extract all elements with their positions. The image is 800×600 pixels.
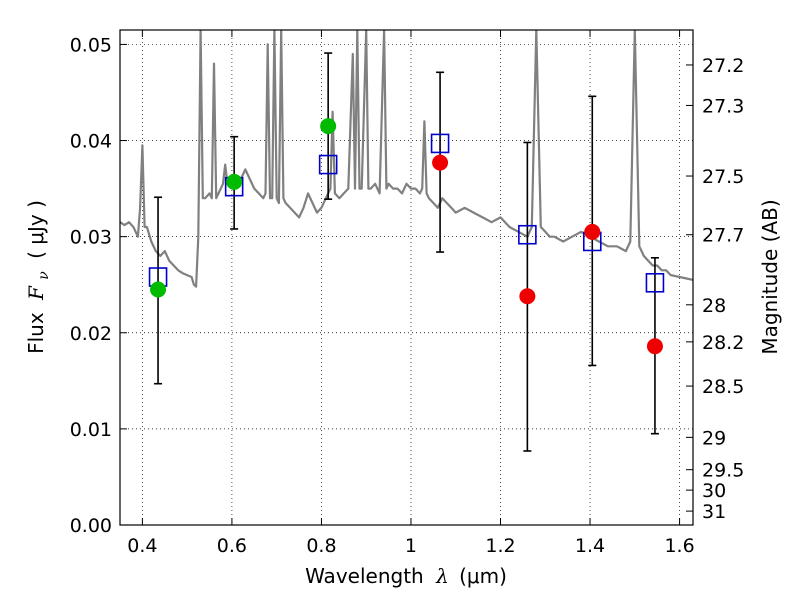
magnitude-tick-label: 29.5 [702, 460, 744, 482]
y-tick-label: 0.03 [70, 227, 112, 249]
magnitude-tick-label: 30 [702, 480, 726, 502]
model-point [430, 133, 450, 154]
model-point [645, 272, 665, 293]
x-tick-label: 0.4 [127, 535, 157, 557]
x-tick-label: 1.2 [485, 535, 515, 557]
x-tick-label: 0.8 [306, 535, 336, 557]
magnitude-tick-label: 27.2 [702, 55, 744, 77]
observed-layer [150, 118, 663, 355]
magnitude-tick-label: 29 [702, 427, 726, 449]
y-axis-label-unit: ( μJy ) [24, 200, 48, 259]
x-axis-label-symbol: λ [435, 564, 449, 588]
observed-point [584, 223, 601, 240]
magnitude-tick-label: 28 [702, 295, 726, 317]
x-axis-label-prefix: Wavelength [305, 564, 424, 588]
model-point [318, 154, 338, 175]
spectrum-line [120, 30, 693, 288]
y-axis-label-symbol: F [24, 285, 48, 301]
model-layer [148, 133, 665, 293]
y-axis-label-subscript: ν [36, 271, 52, 280]
magnitude-tick-label: 27.3 [702, 95, 744, 117]
x-ticks: 0.4 0.6 0.8 1 1.2 1.4 1.6 [127, 30, 695, 557]
magnitude-tick-label: 27.5 [702, 166, 744, 188]
x-tick-label: 1.4 [575, 535, 605, 557]
observed-point [320, 118, 337, 135]
magnitude-tick-label: 28.5 [702, 376, 744, 398]
grid [120, 30, 693, 526]
magnitude-axis-label: Magnitude (AB) [758, 199, 782, 354]
y-ticks: 0.00 0.01 0.02 0.03 0.04 0.05 [70, 34, 127, 537]
y-tick-label: 0.04 [70, 131, 112, 153]
magnitude-tick-label: 27.7 [702, 225, 744, 247]
y-axis-label-prefix: Flux [24, 312, 48, 354]
x-axis-label: Wavelength λ (μm) [305, 564, 507, 588]
observed-point [646, 338, 663, 355]
spectrum-layer [120, 30, 693, 288]
observed-point [432, 154, 449, 171]
y-tick-label: 0.02 [70, 323, 112, 345]
x-tick-label: 1 [405, 535, 417, 557]
x-tick-label: 0.6 [217, 535, 247, 557]
observed-point [150, 281, 167, 298]
x-axis-label-unit: (μm) [459, 564, 507, 588]
plot-frame [119, 29, 694, 526]
y-tick-label: 0.01 [70, 419, 112, 441]
y-tick-label: 0.05 [70, 34, 112, 56]
model-point [518, 224, 537, 245]
observed-point [519, 288, 536, 305]
x-tick-label: 1.6 [664, 535, 694, 557]
y-axis-label: Flux F ν ( μJy ) [24, 200, 53, 354]
magnitude-tick-label: 28.2 [702, 332, 744, 354]
y-tick-label: 0.00 [70, 515, 112, 537]
magnitude-tick-label: 31 [702, 501, 726, 523]
observed-point [226, 173, 243, 190]
errorbar-layer [154, 52, 659, 452]
